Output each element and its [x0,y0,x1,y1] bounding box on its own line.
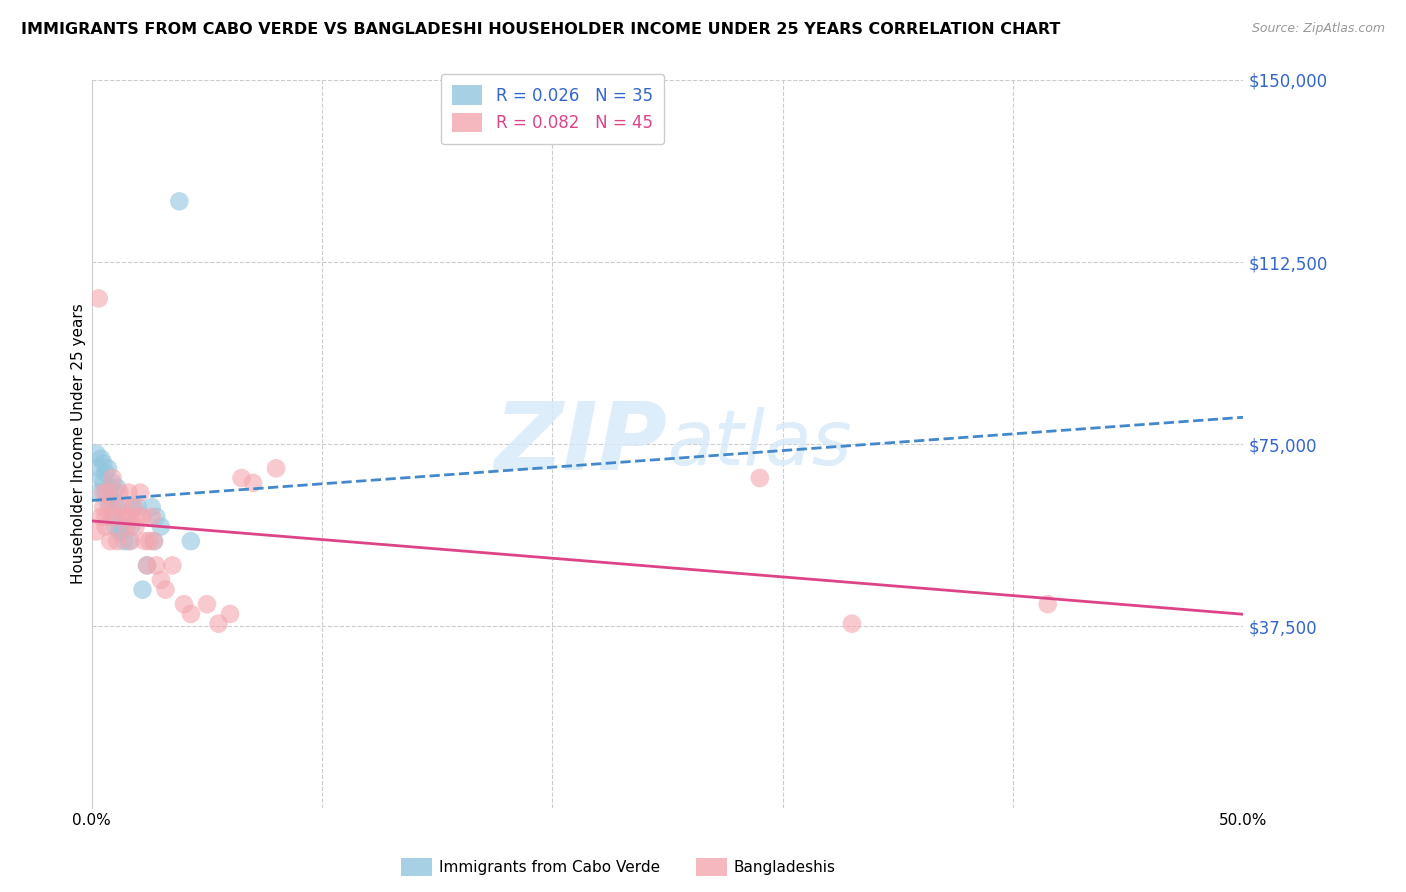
Point [94,519,117,533]
Text: Bangladeshis: Bangladeshis [734,861,837,875]
Point [141,509,163,524]
Point [149,573,172,587]
Point [120,519,142,533]
Point [141,500,163,515]
Point [97,495,120,509]
Point [97,485,120,500]
Point [134,534,156,549]
Text: IMMIGRANTS FROM CABO VERDE VS BANGLADESHI HOUSEHOLDER INCOME UNDER 25 YEARS CORR: IMMIGRANTS FROM CABO VERDE VS BANGLADESH… [21,22,1060,37]
Point [180,607,202,621]
Point [94,466,117,480]
Point [155,582,177,597]
Point [101,471,124,485]
Point [145,558,167,573]
Point [101,509,124,524]
Point [98,500,121,515]
Point [86,524,108,539]
Point [120,534,142,549]
Point [149,519,172,533]
Point [104,519,127,533]
Point [118,485,141,500]
Point [118,509,141,524]
Point [136,558,159,573]
Point [91,485,114,500]
Point [98,534,121,549]
Point [112,534,135,549]
Point [86,447,108,461]
Point [122,500,145,515]
Text: Source: ZipAtlas.com: Source: ZipAtlas.com [1251,22,1385,36]
Point [105,481,128,495]
Point [124,519,146,533]
Text: Immigrants from Cabo Verde: Immigrants from Cabo Verde [439,861,659,875]
Point [90,509,112,524]
Point [111,524,134,539]
Point [98,491,121,505]
Point [104,495,127,509]
Point [87,292,110,306]
Point [143,534,166,549]
Point [105,500,128,515]
Text: atlas: atlas [668,407,852,481]
Point [91,475,114,490]
Point [169,194,191,209]
Point [195,597,218,611]
Point [111,500,134,515]
Point [91,500,114,515]
Point [180,534,202,549]
Point [97,461,120,475]
Legend: R = 0.026   N = 35, R = 0.082   N = 45: R = 0.026 N = 35, R = 0.082 N = 45 [440,74,665,144]
Point [87,485,110,500]
Point [1036,597,1059,611]
Point [101,475,124,490]
Point [131,509,153,524]
Point [219,607,242,621]
Point [145,509,167,524]
Y-axis label: Householder Income Under 25 years: Householder Income Under 25 years [72,303,86,584]
Point [87,461,110,475]
Point [231,471,253,485]
Point [115,519,138,533]
Point [94,509,117,524]
Point [136,558,159,573]
Point [108,485,131,500]
Point [127,500,149,515]
Point [127,509,149,524]
Point [112,509,135,524]
Point [841,616,863,631]
Point [264,461,287,475]
Point [122,500,145,515]
Point [108,524,131,539]
Point [104,509,127,524]
Point [207,616,229,631]
Point [143,534,166,549]
Point [118,534,141,549]
Point [98,481,121,495]
Text: ZIP: ZIP [495,398,668,490]
Point [90,471,112,485]
Point [162,558,184,573]
Point [173,597,195,611]
Point [115,509,138,524]
Point [90,451,112,466]
Point [105,534,128,549]
Point [138,534,160,549]
Point [129,485,152,500]
Point [91,457,114,471]
Point [748,471,770,485]
Point [131,582,153,597]
Point [242,475,264,490]
Point [94,485,117,500]
